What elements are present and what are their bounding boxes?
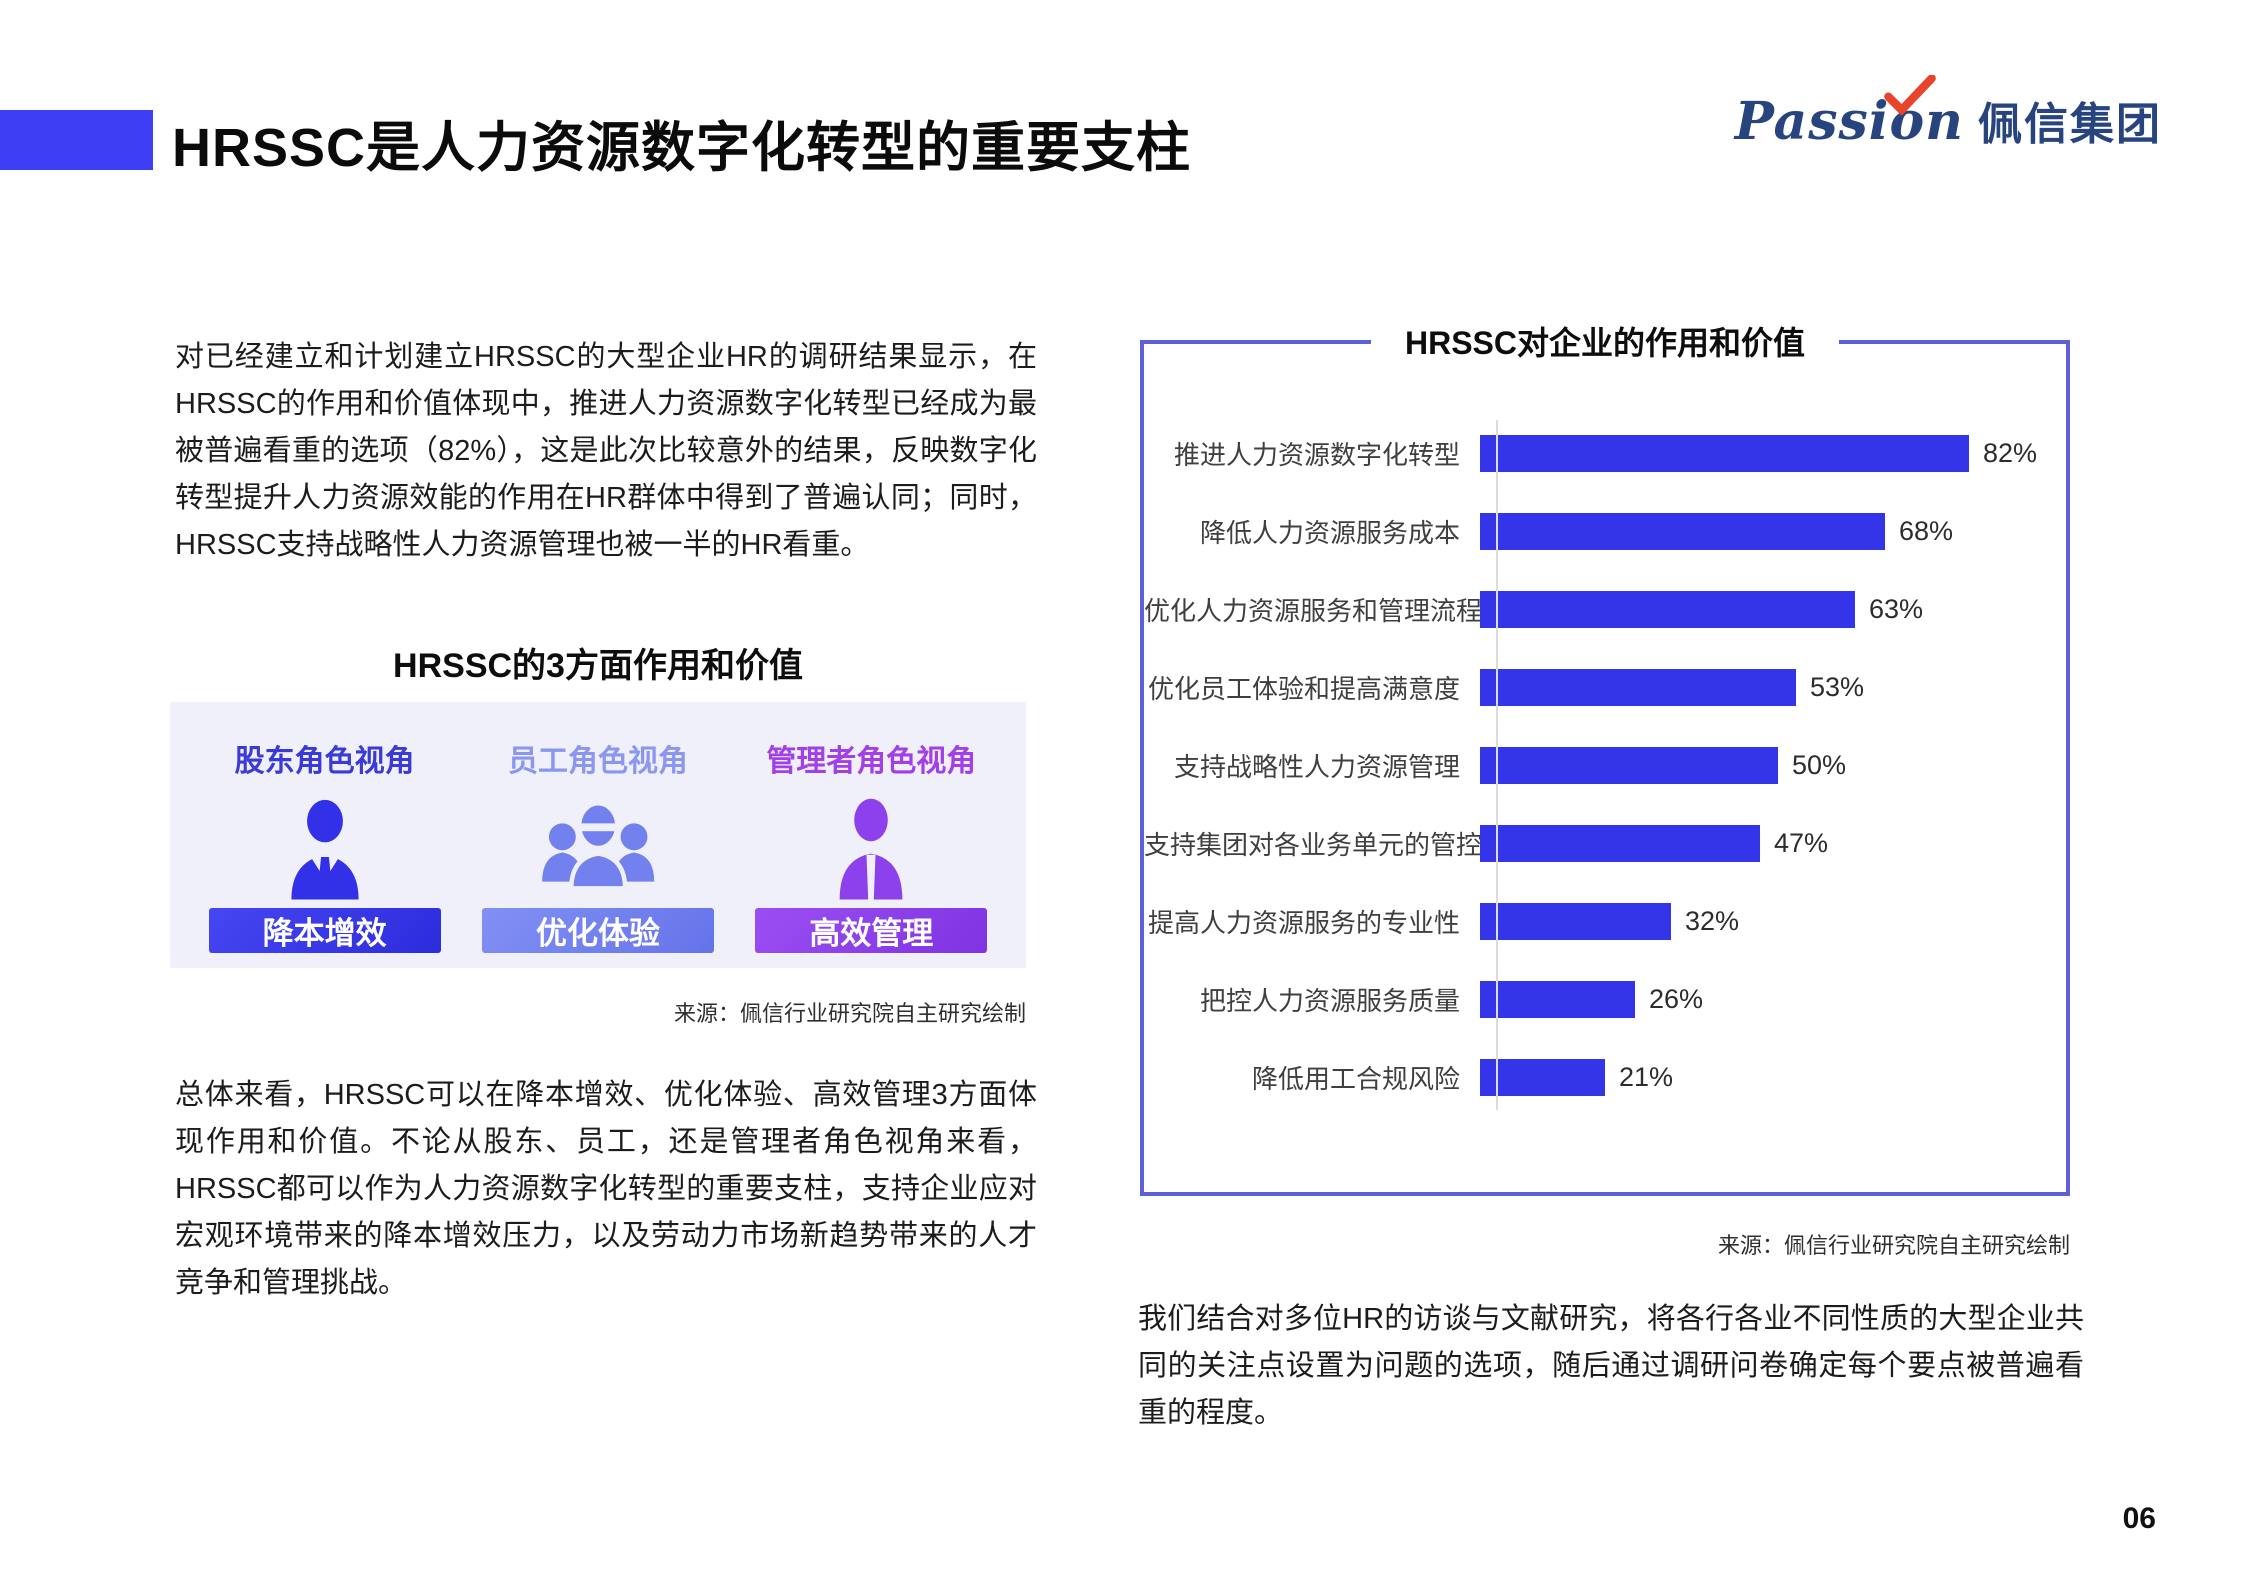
chart-row: 优化人力资源服务和管理流程 63% [1144,570,2066,648]
chart-category-label: 优化员工体验和提高满意度 [1147,673,1460,704]
summary-paragraph: 总体来看，HRSSC可以在降本增效、优化体验、高效管理3方面体现作用和价值。不论… [175,1079,1037,1299]
role-manager-label: 管理者角色视角 [766,745,977,778]
page-number: 06 [2122,1502,2156,1535]
chart-row: 支持战略性人力资源管理 50% [1144,726,2066,804]
role-manager-value-badge: 高效管理 [755,908,988,953]
chart-row: 支持集团对各业务单元的管控 47% [1144,804,2066,882]
chart-bar [1480,902,1671,940]
role-manager: 管理者角色视角 高效管理 [735,736,1008,953]
roles-panel: 股东角色视角 降本增效 员工角色视角 优化体验 [170,702,1026,968]
chart-category-label: 推进人力资源数字化转型 [1173,439,1460,470]
manager-icon [815,792,927,904]
chart-category-label: 把控人力资源服务质量 [1199,985,1460,1016]
chart-row: 降低人力资源服务成本 68% [1144,492,2066,570]
chart-value-label: 32% [1685,905,1740,936]
chart-value-label: 68% [1899,515,1954,546]
chart-bar [1480,824,1760,862]
roles-section-title: HRSSC的3方面作用和价值 [393,647,803,685]
chart-category-label: 提高人力资源服务的专业性 [1147,907,1460,938]
chart-bar [1480,746,1778,784]
chart-value-label: 82% [1983,437,2038,468]
role-shareholder-label: 股东角色视角 [234,745,415,778]
chart-value-label: 47% [1774,827,1829,858]
chart-row: 把控人力资源服务质量 26% [1144,960,2066,1038]
chart-title: HRSSC对企业的作用和价值 [1370,318,1840,364]
chart-bar [1480,668,1796,706]
logo-company-name: 佩信集团 [1978,100,2162,149]
page-title: HRSSC是人力资源数字化转型的重要支柱 [172,118,1192,178]
chart-value-label: 26% [1649,983,1704,1014]
logo-checkmark-icon [1884,75,1936,115]
company-logo: Passion 佩信集团 [1735,75,2162,152]
intro-paragraph: 对已经建立和计划建立HRSSC的大型企业HR的调研结果显示，在HRSSC的作用和… [175,341,1037,561]
chart-source-caption: 来源：佩信行业研究院自主研究绘制 [1717,1233,2070,1258]
role-shareholder: 股东角色视角 降本增效 [188,736,461,953]
chart-bar [1480,980,1635,1018]
executive-icon [269,792,381,904]
chart-row: 降低用工合规风险 21% [1144,1038,2066,1116]
chart-value-label: 21% [1619,1061,1674,1092]
chart-category-label: 支持集团对各业务单元的管控 [1144,829,1483,860]
chart-bar [1480,1058,1605,1096]
chart-row: 提高人力资源服务的专业性 32% [1144,882,2066,960]
methodology-paragraph: 我们结合对多位HR的访谈与文献研究，将各行各业不同性质的大型企业共同的关注点设置… [1138,1303,2084,1429]
role-shareholder-value-badge: 降本增效 [208,908,441,953]
chart-category-label: 支持战略性人力资源管理 [1173,751,1460,782]
employees-icon [531,792,665,904]
role-employee: 员工角色视角 优化体验 [461,736,734,953]
chart-bar [1480,590,1855,628]
chart-bar [1480,512,1885,550]
roles-source-caption: 来源：佩信行业研究院自主研究绘制 [673,1001,1026,1026]
logo-passion-wordmark: Passion [1735,75,1964,152]
chart-category-label: 降低人力资源服务成本 [1199,517,1460,548]
chart-category-label: 优化人力资源服务和管理流程 [1144,595,1483,626]
role-employee-value-badge: 优化体验 [481,908,714,953]
title-accent-bar [0,110,153,170]
chart-value-label: 50% [1792,749,1847,780]
bar-chart: HRSSC对企业的作用和价值 推进人力资源数字化转型 82% 降低人力资源服务成… [1140,318,2070,1196]
chart-plot-area: 推进人力资源数字化转型 82% 降低人力资源服务成本 68% 优化人力资源服务和… [1144,414,2066,1116]
chart-row: 推进人力资源数字化转型 82% [1144,414,2066,492]
chart-value-label: 53% [1810,671,1865,702]
chart-row: 优化员工体验和提高满意度 53% [1144,648,2066,726]
chart-bar [1480,434,1969,472]
chart-value-label: 63% [1869,593,1924,624]
chart-category-label: 降低用工合规风险 [1251,1063,1460,1094]
role-employee-label: 员工角色视角 [507,745,688,778]
